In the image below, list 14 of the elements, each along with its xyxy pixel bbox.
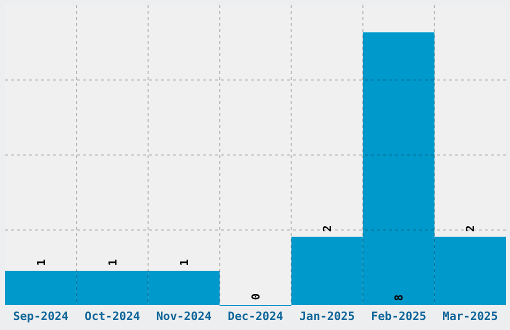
data-label: 8 [392, 294, 406, 301]
x-tick-label: Mar-2025 [442, 309, 498, 323]
data-label: 1 [106, 258, 120, 266]
data-label: 1 [34, 258, 48, 266]
data-label: 0 [250, 293, 262, 300]
data-label: 1 [178, 258, 191, 266]
x-tick-label: Dec-2024 [228, 309, 284, 323]
data-label: 2 [464, 225, 478, 232]
x-tick-label: Oct-2024 [84, 309, 140, 323]
x-tick-label: Feb-2025 [370, 309, 426, 323]
data-label: 2 [321, 225, 334, 232]
x-tick-label: Jan-2025 [299, 309, 355, 323]
x-tick-label: Sep-2024 [13, 309, 69, 323]
x-tick-label: Nov-2024 [156, 309, 212, 323]
